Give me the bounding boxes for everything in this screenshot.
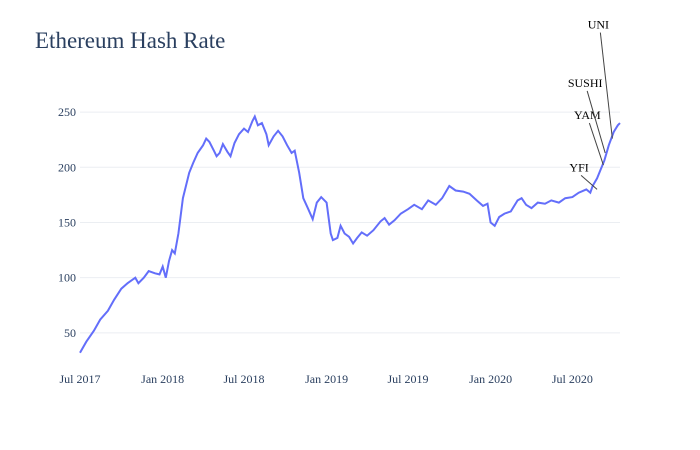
x-tick-label: Jul 2018 xyxy=(223,372,264,386)
y-tick-label: 250 xyxy=(58,105,76,119)
x-tick-label: Jan 2018 xyxy=(141,372,184,386)
annotation-label: YFI xyxy=(569,160,588,174)
annotation-label: YAM xyxy=(574,108,601,122)
y-tick-label: 100 xyxy=(58,271,76,285)
annotation-label: UNI xyxy=(588,18,609,32)
y-tick-label: 200 xyxy=(58,160,76,174)
x-tick-label: Jul 2019 xyxy=(387,372,428,386)
annotation-arrow xyxy=(588,122,604,166)
annotations: YFI YAM SUSHI UNI xyxy=(568,18,613,190)
series-line xyxy=(79,113,621,354)
x-tick-label: Jan 2019 xyxy=(305,372,348,386)
annotation-label: SUSHI xyxy=(568,76,603,90)
x-tick-label: Jan 2020 xyxy=(469,372,512,386)
x-tick-label: Jul 2020 xyxy=(552,372,593,386)
annotation-arrow xyxy=(580,174,598,190)
annotation-arrow xyxy=(586,90,606,154)
x-axis-ticks: Jul 2017 Jan 2018 Jul 2018 Jan 2019 Jul 2019… xyxy=(59,372,592,386)
x-tick-label: Jul 2017 xyxy=(59,372,100,386)
gridlines xyxy=(80,111,620,334)
y-axis-ticks: 50 100 150 200 250 xyxy=(58,105,76,340)
annotation-arrow xyxy=(599,32,613,139)
chart-title: Ethereum Hash Rate xyxy=(35,28,226,53)
y-tick-label: 150 xyxy=(58,215,76,229)
y-tick-label: 50 xyxy=(64,326,76,340)
